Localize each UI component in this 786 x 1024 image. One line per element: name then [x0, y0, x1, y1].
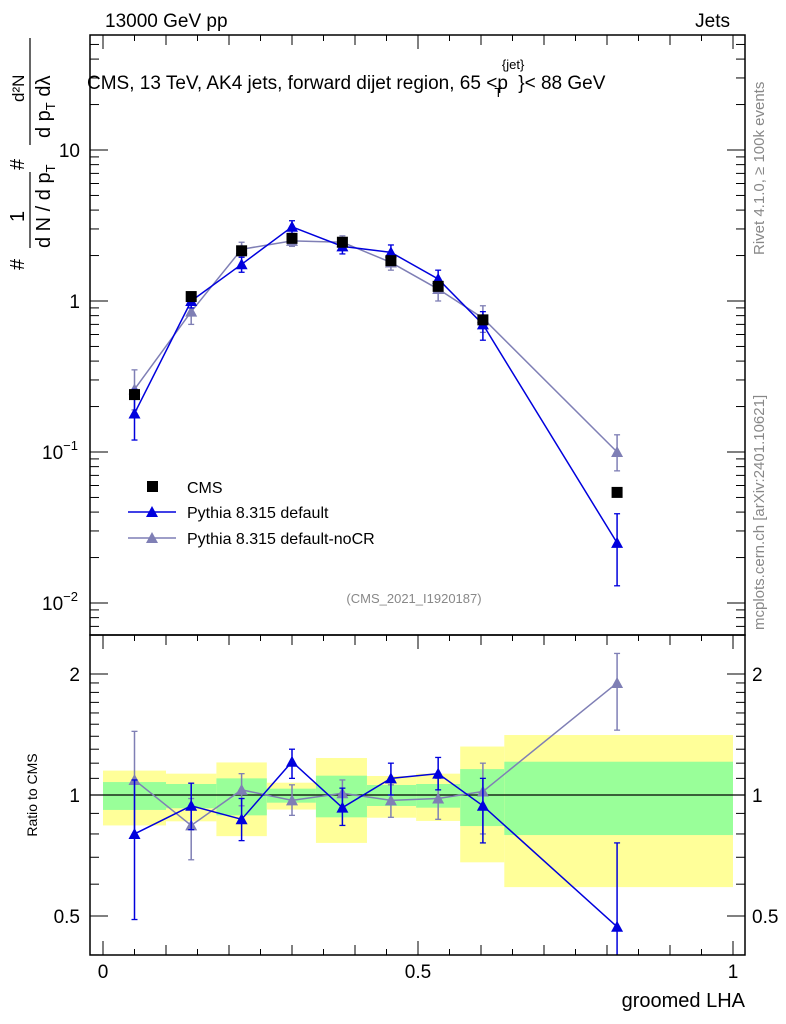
cms-point [129, 389, 140, 401]
ratio-nocr-point [384, 794, 397, 806]
legend-label-default: Pythia 8.315 default [187, 505, 329, 522]
legend-marker-nocr [146, 532, 158, 543]
nocr-point [611, 446, 624, 457]
ratio-default-point [128, 827, 141, 839]
ratio-y-tick-label-right: 1 [752, 786, 763, 807]
legend-label-nocr: Pythia 8.315 default-noCR [187, 531, 375, 548]
ratio-default-point [185, 799, 198, 811]
svg-text:#: # [7, 158, 29, 170]
rivet-label: Rivet 4.1.0, ≥ 100k events [751, 82, 768, 255]
legend-label-cms: CMS [187, 480, 223, 497]
axis-ticks: 0 0.5 1 10−2 10−1 1 10 0.5 0.5 1 1 2 2 [42, 35, 778, 983]
ratio-default-point [476, 799, 489, 811]
nocr-point [185, 305, 198, 317]
legend-marker-default [146, 506, 158, 517]
default-point [235, 258, 248, 270]
y-tick-label: 10−1 [42, 438, 78, 464]
y-tick-label: 10 [59, 141, 80, 162]
ratio-y-tick-label-right: 2 [752, 665, 763, 686]
default-point [286, 220, 298, 232]
analysis-label: (CMS_2021_I1920187) [346, 591, 481, 606]
ratio-y-tick-label: 2 [69, 665, 80, 686]
cms-point [477, 314, 489, 326]
cms-point [336, 236, 348, 248]
ratio-default-point [432, 767, 445, 779]
ratio-y-tick-label: 0.5 [54, 907, 80, 928]
cms-point [432, 280, 444, 292]
ratio-y-tick-label: 1 [69, 786, 80, 807]
nocr-line [133, 240, 618, 453]
header-left: 13000 GeV pp [105, 11, 228, 32]
mcplots-label: mcplots.cern.ch [arXiv:2401.10621] [751, 395, 768, 630]
ratio-nocr-point [235, 783, 248, 795]
ratio-y-tick-label-right: 0.5 [752, 907, 778, 928]
header-right: Jets [695, 11, 730, 32]
ratio-bands [90, 735, 745, 888]
x-axis-label: groomed LHA [622, 990, 746, 1012]
default-point [128, 407, 141, 419]
cms-point [236, 245, 248, 257]
ratio-y-label: Ratio to CMS [24, 753, 40, 836]
cms-point [385, 255, 397, 267]
ratio-nocr-point [432, 792, 445, 804]
svg-text:d N / d pT: d N / d pT [33, 164, 58, 248]
ratio-default-point [286, 755, 298, 767]
svg-text:d²N: d²N [9, 75, 28, 102]
svg-text:1: 1 [7, 211, 29, 222]
svg-text:#: # [7, 258, 29, 270]
x-tick-label: 0 [98, 962, 109, 983]
x-tick-label: 1 [728, 962, 739, 983]
y-tick-label: 10−2 [42, 589, 78, 615]
legend: CMS Pythia 8.315 default Pythia 8.315 de… [128, 480, 375, 548]
ratio-default-point [384, 772, 397, 784]
ratio-default-point [336, 801, 349, 813]
x-tick-label: 0.5 [405, 962, 431, 983]
cms-point [611, 486, 623, 498]
legend-marker-cms [147, 481, 158, 492]
ratio-nocr-point [286, 794, 298, 806]
stat-uncertainty-band [504, 761, 733, 836]
y-tick-label: 1 [69, 292, 80, 313]
plot-title: CMS, 13 TeV, AK4 jets, forward dijet reg… [87, 57, 606, 100]
ratio-default-point [611, 920, 624, 932]
cms-point [286, 232, 298, 244]
y-axis-label: # 1 d N / d pT # d²N d pT dλ [7, 38, 58, 270]
default-point [611, 536, 624, 548]
ratio-default-point [235, 813, 248, 825]
default-point [384, 246, 397, 258]
svg-text:d pT dλ: d pT dλ [33, 76, 58, 138]
cms-point [185, 291, 197, 303]
ratio-nocr-point [611, 676, 624, 688]
chart-marks [128, 220, 624, 955]
